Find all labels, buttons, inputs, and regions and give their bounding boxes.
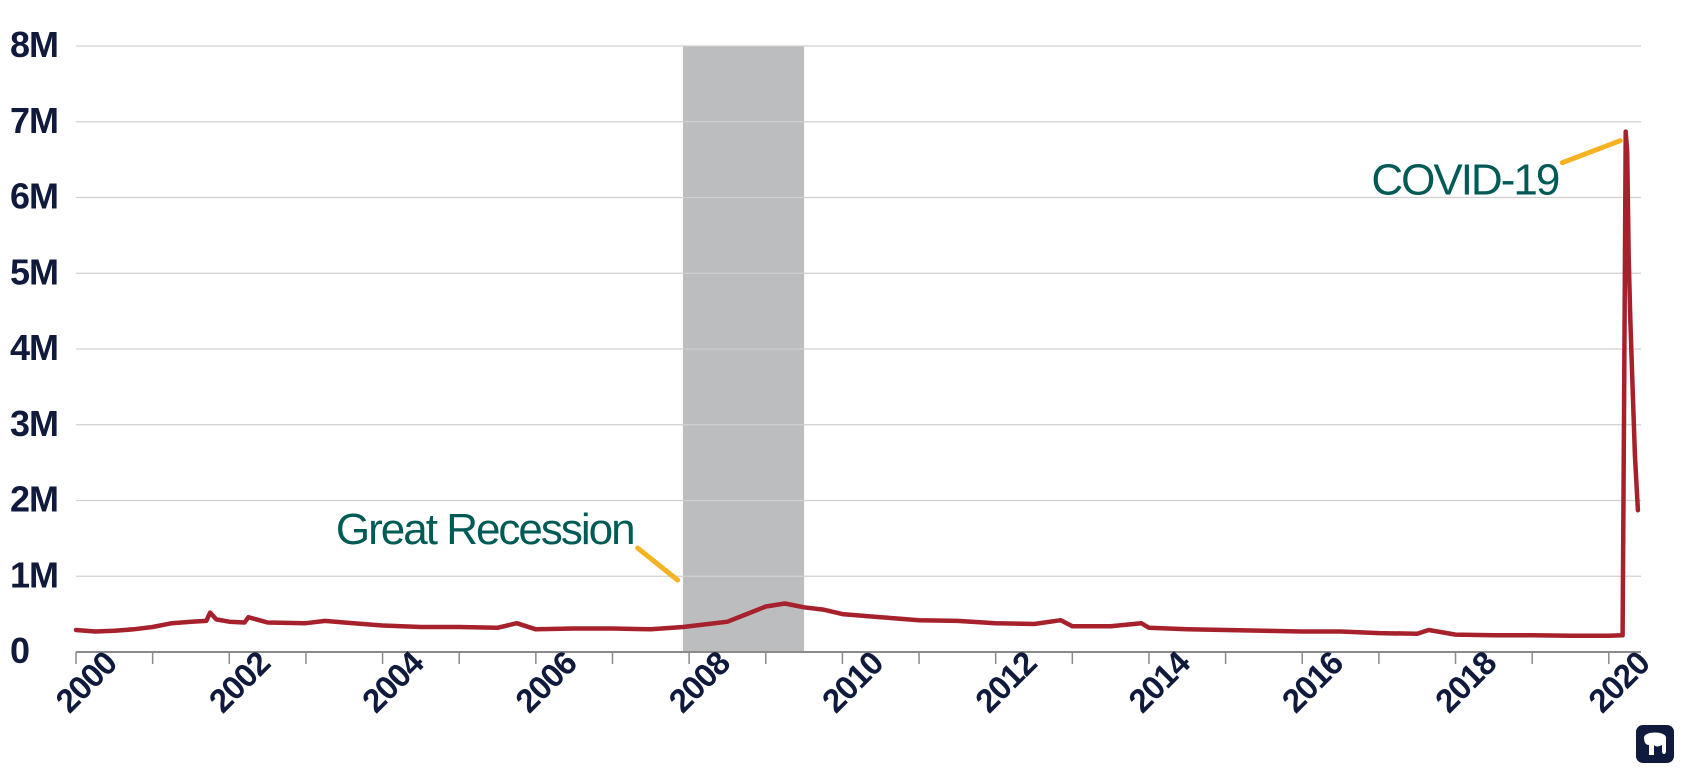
x-tick-label: 2008 — [661, 644, 737, 720]
x-axis — [75, 651, 1641, 664]
annotation-covid-19: COVID-19 — [1371, 156, 1558, 205]
y-tick-label: 6M — [10, 176, 58, 217]
x-tick-label: 2016 — [1274, 644, 1350, 720]
y-tick-label: 7M — [10, 100, 58, 141]
series-lines — [73, 129, 1641, 638]
x-tick-label: 2012 — [968, 644, 1044, 720]
annotation-pointer — [635, 545, 681, 583]
x-tick-label: 2002 — [202, 644, 278, 720]
series-line — [73, 129, 1641, 638]
gridlines — [76, 45, 1641, 577]
x-tick-label: 2006 — [508, 644, 584, 720]
y-tick-label: 4M — [10, 327, 58, 368]
annotation-pointer — [1559, 138, 1623, 166]
annotation-great-recession: Great Recession — [336, 505, 634, 554]
y-tick-label: 5M — [10, 251, 58, 292]
y-tick-label: 3M — [10, 403, 58, 444]
x-tick-labels: 2000 2002 2004 2006 2008 2010 2012 2014 2016 2018… — [48, 643, 1656, 719]
x-tick-label: 2010 — [815, 644, 890, 719]
x-tick-label: 2000 — [48, 644, 123, 719]
elephant-logo — [1636, 725, 1674, 763]
x-tick-label: 2020 — [1581, 644, 1656, 719]
x-tick-label: 2014 — [1121, 643, 1197, 719]
y-tick-label: 2M — [10, 479, 58, 520]
y-tick-label: 0 — [10, 630, 29, 671]
y-tick-labels: 0 1M 2M 3M 4M 5M 6M 7M 8M — [10, 24, 59, 671]
annotations: Great Recession COVID-19 — [336, 138, 1623, 583]
x-tick-label: 2004 — [355, 643, 431, 719]
y-tick-label: 8M — [10, 24, 58, 65]
y-tick-label: 1M — [10, 554, 58, 595]
x-tick-label: 2018 — [1428, 644, 1504, 720]
